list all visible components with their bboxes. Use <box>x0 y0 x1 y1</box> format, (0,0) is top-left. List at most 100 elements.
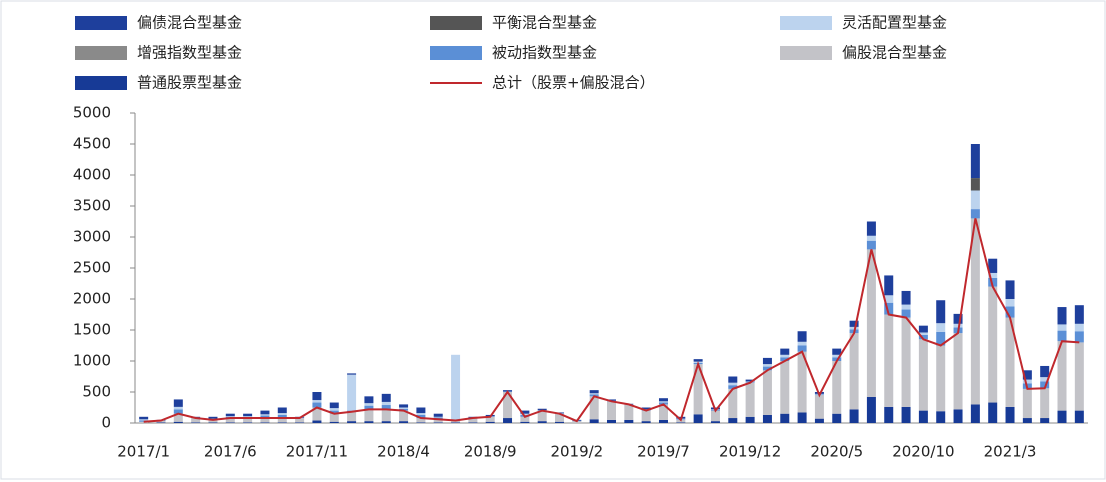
x-tick-label: 2020/5 <box>810 443 863 461</box>
bar-segment <box>728 382 738 386</box>
bar-segment <box>260 422 270 423</box>
bar-segment <box>364 396 374 404</box>
bar-segment <box>936 323 946 332</box>
bar-segment <box>225 413 235 417</box>
bar-segment <box>970 178 980 191</box>
bar-segment <box>780 354 790 358</box>
bar-segment <box>641 410 651 422</box>
bar-segment <box>243 413 253 417</box>
bar-segment <box>624 419 634 423</box>
bar-segment <box>381 393 391 402</box>
bar-segment <box>520 421 530 423</box>
bar-segment <box>364 421 374 423</box>
bar-segment <box>520 410 530 414</box>
bar-segment <box>260 418 270 423</box>
bar-segment <box>399 404 409 408</box>
bar-segment <box>762 364 772 367</box>
bar-segment <box>780 357 790 361</box>
bar-segment <box>1074 331 1084 343</box>
bar-segment <box>1005 406 1015 423</box>
bar-segment <box>797 351 807 413</box>
bar-segment <box>364 409 374 422</box>
y-tick-label: 3500 <box>73 197 111 215</box>
bar-segment <box>399 407 409 409</box>
bar-segment <box>1005 317 1015 407</box>
bar-segment <box>832 354 842 358</box>
bar-segment <box>191 422 201 423</box>
bar-segment <box>780 348 790 355</box>
bar-segment <box>832 413 842 423</box>
bar-segment <box>468 422 478 423</box>
y-tick-label: 500 <box>82 383 111 401</box>
legend-label: 平衡混合型基金 <box>492 14 597 32</box>
bar-segment <box>381 409 391 422</box>
bar-segment <box>901 317 911 407</box>
bar-segment <box>243 416 253 417</box>
bar-segment <box>884 406 894 423</box>
bar-segment <box>849 409 859 423</box>
bar-segment <box>537 410 547 422</box>
legend-swatch <box>75 16 127 30</box>
bar-segment <box>329 410 339 414</box>
bar-segment <box>1057 307 1067 325</box>
bar-segment <box>762 370 772 415</box>
bar-segment <box>970 190 980 210</box>
bar-segment <box>728 388 738 419</box>
bar-segment <box>537 421 547 423</box>
bar-segment <box>173 399 183 407</box>
bar-segment <box>884 314 894 407</box>
bar-segment <box>745 416 755 423</box>
bar-segment <box>988 286 998 403</box>
bar-segment <box>381 405 391 410</box>
x-tick-label: 2018/4 <box>377 443 430 461</box>
bar-segment <box>797 341 807 346</box>
bar-segment <box>728 385 738 389</box>
bar-segment <box>901 309 911 318</box>
bar-segment <box>1040 381 1050 389</box>
bar-segment <box>329 402 339 409</box>
bar-segment <box>399 421 409 423</box>
legend-label: 被动指数型基金 <box>492 44 597 62</box>
bar-segment <box>347 411 357 422</box>
bar-segment <box>936 345 946 412</box>
bar-segment <box>433 416 443 418</box>
bar-segment <box>295 422 305 423</box>
bar-segment <box>312 420 322 423</box>
bar-segment <box>988 272 998 278</box>
bar-segment <box>381 401 391 406</box>
bar-segment <box>832 357 842 361</box>
bar-segment <box>936 331 946 346</box>
bar-segment <box>1074 342 1084 411</box>
bar-segment <box>364 403 374 406</box>
bar-segment <box>416 414 426 419</box>
bar-segment <box>901 290 911 305</box>
y-tick-label: 2000 <box>73 290 111 308</box>
bar-segment <box>399 410 409 422</box>
bar-segment <box>416 422 426 423</box>
bar-segment <box>416 413 426 415</box>
bar-segment <box>191 418 201 423</box>
bar-segment <box>936 300 946 324</box>
bar-segment <box>745 379 755 382</box>
bar-segment <box>970 209 980 219</box>
bar-segment <box>277 407 287 414</box>
bar-segment <box>866 221 876 236</box>
legend-swatch <box>430 16 482 30</box>
bar-segment <box>970 218 980 405</box>
bar-segment <box>329 413 339 422</box>
bar-segment <box>1005 280 1015 299</box>
bar-segment <box>243 418 253 423</box>
total-line <box>143 218 1080 423</box>
y-tick-label: 3000 <box>73 228 111 246</box>
bar-segment <box>416 407 426 414</box>
bar-segment <box>589 390 599 394</box>
bar-segment <box>607 401 616 420</box>
bar-segment <box>555 421 565 423</box>
bar-segment <box>693 414 703 423</box>
bar-segment <box>884 295 894 303</box>
y-tick-label: 1000 <box>73 352 111 370</box>
bar-segment <box>312 402 322 408</box>
bar-segment <box>1074 410 1084 423</box>
bar-segment <box>277 418 287 423</box>
